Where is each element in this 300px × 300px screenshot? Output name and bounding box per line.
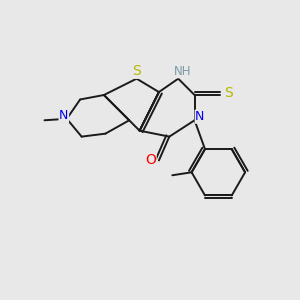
Text: S: S [224, 85, 233, 100]
Text: S: S [132, 64, 141, 78]
Text: O: O [145, 153, 156, 167]
Text: N: N [195, 110, 205, 123]
Text: N: N [59, 109, 68, 122]
Text: NH: NH [174, 65, 191, 78]
